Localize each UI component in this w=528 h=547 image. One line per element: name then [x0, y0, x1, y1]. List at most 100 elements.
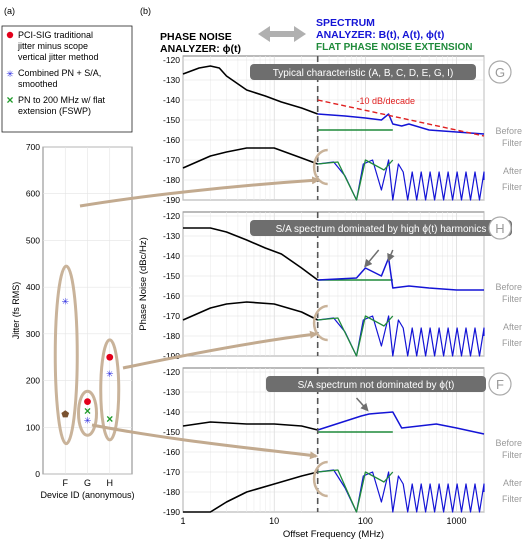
chart-b-xtick-label: 100: [358, 516, 373, 526]
chart-b-annotation-text: Typical characteristic (A, B, C, D, E, G…: [273, 68, 454, 79]
chart-b-arrow-f: [355, 397, 369, 412]
chart-b-after-green-line: [317, 159, 394, 201]
chart-a-ytick-label: 600: [26, 189, 40, 199]
chart-b-after-black-line: [182, 301, 319, 321]
chart-a-ytick-label: 100: [26, 422, 40, 432]
chart-b-before-black-line: [182, 421, 318, 431]
chart-b-before-blue-line: [317, 411, 485, 435]
legend-entry-text: PCI-SIG traditional jitter minus scope ver…: [17, 30, 99, 62]
chart-a-ytick-label: 200: [26, 376, 40, 386]
chart-b-side-filter2: Filter: [502, 182, 522, 192]
chart-a-ellipse-g: [77, 389, 98, 437]
chart-a-xtick-label: H: [107, 478, 114, 488]
header-right-title-line1: SPECTRUM: [316, 17, 375, 29]
chart-b-panel-f: -190 -180 -170 -160 -150 -140 -130 -120 S/A spec…: [163, 367, 522, 517]
chart-a-xtick-label: F: [63, 478, 69, 488]
chart-b-after-black-line: [183, 471, 318, 513]
chart-a-xlabel: Device ID (anonymous): [40, 490, 134, 500]
chart-b-ytick-label: -170: [163, 155, 180, 165]
chart-b-before-black-line: [183, 227, 319, 281]
chart-b-side-after: After: [503, 478, 522, 488]
legend-x-marker: ×: [6, 93, 13, 107]
chart-b-ytick-label: -130: [163, 231, 180, 241]
legend-entry-line: PCI-SIG traditional: [18, 30, 93, 40]
legend-entry-line: smoothed: [18, 79, 58, 89]
chart-b-decade-line: [317, 99, 485, 137]
chart-b-bracket: [312, 148, 328, 186]
chart-b-ytick-label: -130: [163, 75, 180, 85]
chart-b-letter: F: [496, 377, 504, 392]
chart-a-point-star: ✳: [61, 296, 69, 306]
chart-b-ytick-label: -190: [163, 195, 180, 205]
chart-a-point-dot: [106, 353, 114, 361]
chart-b-annotation-text: S/A spectrum not dominated by ϕ(t): [298, 380, 455, 391]
chart-a-xtick-label: G: [84, 478, 91, 488]
header-left-title-line1: PHASE NOISE: [160, 31, 232, 43]
chart-b-before-blue-line: [317, 113, 485, 135]
chart-b-annotation-pill: [266, 376, 486, 392]
panel-label-b: (b): [140, 6, 151, 16]
legend-entry-line: vertical jitter method: [18, 52, 99, 62]
legend-dot-marker: [6, 31, 14, 39]
chart-b-ytick-label: -120: [163, 55, 180, 65]
legend-entry-line: jitter minus scope: [17, 41, 88, 51]
connector-arrow: [91, 423, 318, 460]
chart-b-xtick-label: 10: [269, 516, 279, 526]
chart-b-ytick-label: -150: [163, 427, 180, 437]
legend-entry-text: PN to 200 MHz w/ flat extension (FSWP): [18, 95, 106, 116]
chart-b-bracket: [312, 460, 328, 498]
chart-b-after-blue-line: [317, 159, 485, 201]
chart-b-side-filter1: Filter: [502, 294, 522, 304]
chart-b-annotation-text: S/A spectrum dominated by high ϕ(t) harm…: [276, 224, 487, 235]
chart-b-side-filter2: Filter: [502, 338, 522, 348]
chart-b-side-filter1: Filter: [502, 450, 522, 460]
connector-arrow: [79, 176, 320, 208]
chart-b-side-filter1: Filter: [502, 138, 522, 148]
chart-a-ellipse-f: [53, 264, 79, 446]
chart-b-ytick-label: -170: [163, 467, 180, 477]
chart-a-point-star: ✳: [84, 415, 92, 425]
chart-b-letter-circle: [488, 60, 512, 84]
chart-b-side-filter2: Filter: [502, 494, 522, 504]
chart-a-point-dot: [84, 398, 91, 405]
chart-b-ytick-label: -150: [163, 115, 180, 125]
chart-b-ylabel: Phase Noise (dBc/Hz): [138, 237, 149, 330]
legend-entry-line: extension (FSWP): [18, 106, 91, 116]
chart-a-ytick-label: 0: [35, 469, 40, 479]
chart-a-ytick-label: 700: [26, 142, 40, 152]
chart-b-side-before: Before: [495, 282, 522, 292]
chart-b-ytick-label: -140: [163, 95, 180, 105]
chart-b-panel-g: -190 -180 -170 -160 -150 -140 -130 -120 Typical …: [163, 55, 522, 205]
header-double-arrow: [258, 26, 306, 42]
chart-a-point-x: ×: [106, 412, 113, 426]
chart-b-after-green-line: [317, 469, 394, 513]
chart-b-arrow-h1: [364, 249, 380, 268]
legend-star-marker: ✳: [6, 69, 14, 79]
chart-b-letter: G: [495, 65, 505, 80]
chart-a-point-x: ×: [84, 404, 91, 418]
header-right-title-line3: FLAT PHASE NOISE EXTENSION: [316, 42, 473, 53]
header-left-title-line2: ANALYZER: ϕ(t): [160, 43, 241, 55]
chart-b-ytick-label: -190: [163, 507, 180, 517]
chart-b-side-before: Before: [495, 438, 522, 448]
legend-entry-text: Combined PN + S/A, smoothed: [18, 68, 101, 89]
chart-b-after-black-line: [182, 147, 318, 169]
chart-a-ytick-label: 300: [26, 329, 40, 339]
chart-b-side-after: After: [503, 166, 522, 176]
chart-a-ytick-label: 400: [26, 282, 40, 292]
chart-b-xlabel: Offset Frequency (MHz): [283, 529, 384, 540]
chart-b-letter-circle: [488, 372, 512, 396]
chart-b-ytick-label: -160: [163, 291, 180, 301]
chart-b-side-after: After: [503, 322, 522, 332]
chart-b-side-before: Before: [495, 126, 522, 136]
chart-b-decade-label: -10 dB/decade: [357, 96, 416, 106]
legend-entry-line: PN to 200 MHz w/ flat: [18, 95, 106, 105]
chart-b-annotation-pill: [250, 64, 476, 80]
chart-b-bracket: [312, 304, 328, 342]
chart-b-annotation-pill: [250, 220, 512, 236]
chart-b-ytick-label: -180: [163, 175, 180, 185]
legend-box: [1, 25, 133, 133]
chart-a-ellipse-h: [99, 338, 121, 442]
connector-arrow: [122, 330, 318, 370]
